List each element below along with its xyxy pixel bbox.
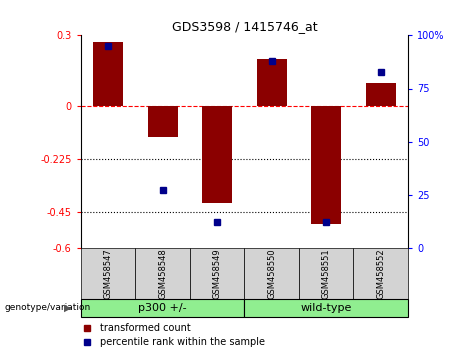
Text: GSM458548: GSM458548 xyxy=(158,248,167,299)
Title: GDS3598 / 1415746_at: GDS3598 / 1415746_at xyxy=(171,20,317,33)
Text: p300 +/-: p300 +/- xyxy=(138,303,187,313)
Bar xyxy=(244,248,299,299)
Bar xyxy=(148,106,177,137)
Bar xyxy=(202,106,232,203)
Bar xyxy=(81,299,244,317)
Text: GSM458547: GSM458547 xyxy=(103,248,112,299)
Bar xyxy=(299,248,354,299)
Bar xyxy=(190,248,244,299)
Bar xyxy=(244,299,408,317)
Bar xyxy=(257,59,287,106)
Text: ▶: ▶ xyxy=(64,303,71,313)
Bar xyxy=(93,42,123,106)
Bar xyxy=(81,248,135,299)
Text: transformed count: transformed count xyxy=(100,322,191,332)
Text: wild-type: wild-type xyxy=(301,303,352,313)
Text: GSM458550: GSM458550 xyxy=(267,248,276,299)
Bar xyxy=(366,82,396,106)
Text: GSM458552: GSM458552 xyxy=(376,248,385,299)
Text: GSM458551: GSM458551 xyxy=(322,248,331,299)
Text: genotype/variation: genotype/variation xyxy=(5,303,91,313)
Text: percentile rank within the sample: percentile rank within the sample xyxy=(100,337,266,347)
Text: GSM458549: GSM458549 xyxy=(213,248,222,299)
Bar xyxy=(135,248,190,299)
Bar xyxy=(354,248,408,299)
Bar xyxy=(311,106,341,224)
